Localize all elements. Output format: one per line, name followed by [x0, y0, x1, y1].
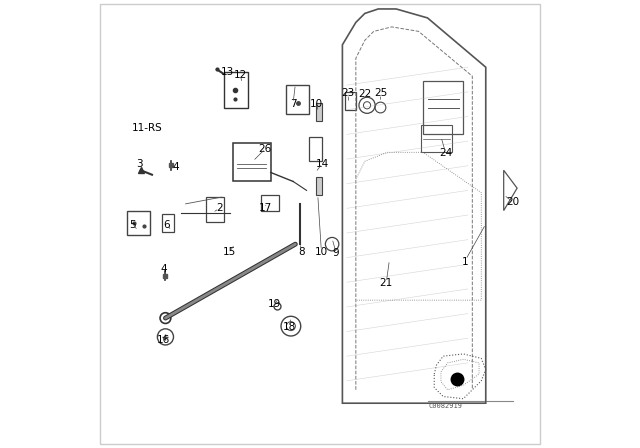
- Text: 10: 10: [315, 247, 328, 257]
- Bar: [224, 72, 248, 108]
- Text: 22: 22: [358, 89, 371, 99]
- Text: 23: 23: [341, 88, 355, 98]
- Text: 17: 17: [259, 203, 272, 213]
- Text: 13: 13: [221, 67, 234, 77]
- Text: C0082919: C0082919: [428, 403, 463, 409]
- Bar: [261, 195, 279, 211]
- Bar: [316, 177, 323, 195]
- Bar: [127, 211, 150, 235]
- Text: 2: 2: [216, 203, 223, 213]
- Bar: [421, 125, 452, 152]
- Text: 24: 24: [439, 148, 452, 158]
- Text: 16: 16: [157, 336, 170, 345]
- Bar: [206, 197, 224, 222]
- Bar: [309, 137, 323, 161]
- Text: 5: 5: [129, 220, 136, 230]
- Text: 11-RS: 11-RS: [132, 123, 163, 133]
- Text: 18: 18: [283, 322, 296, 332]
- Text: 4: 4: [172, 162, 179, 172]
- Text: 7: 7: [290, 99, 296, 109]
- Text: 1: 1: [462, 257, 469, 267]
- Text: 25: 25: [374, 88, 387, 98]
- Bar: [163, 214, 173, 232]
- Bar: [287, 85, 309, 114]
- Text: 14: 14: [316, 159, 329, 168]
- Text: 6: 6: [163, 220, 170, 230]
- Text: 9: 9: [333, 248, 339, 258]
- Text: 3: 3: [136, 159, 143, 168]
- Text: 15: 15: [223, 247, 236, 257]
- Text: 12: 12: [234, 70, 247, 80]
- Bar: [423, 81, 463, 134]
- Text: 8: 8: [298, 247, 305, 257]
- Bar: [345, 92, 356, 110]
- Bar: [233, 143, 271, 181]
- Text: 21: 21: [380, 278, 393, 288]
- Text: 19: 19: [268, 299, 281, 309]
- Text: 4: 4: [161, 264, 168, 274]
- Text: 26: 26: [259, 144, 272, 154]
- Bar: [316, 103, 323, 121]
- Text: 20: 20: [506, 197, 519, 207]
- Text: 10: 10: [310, 99, 323, 109]
